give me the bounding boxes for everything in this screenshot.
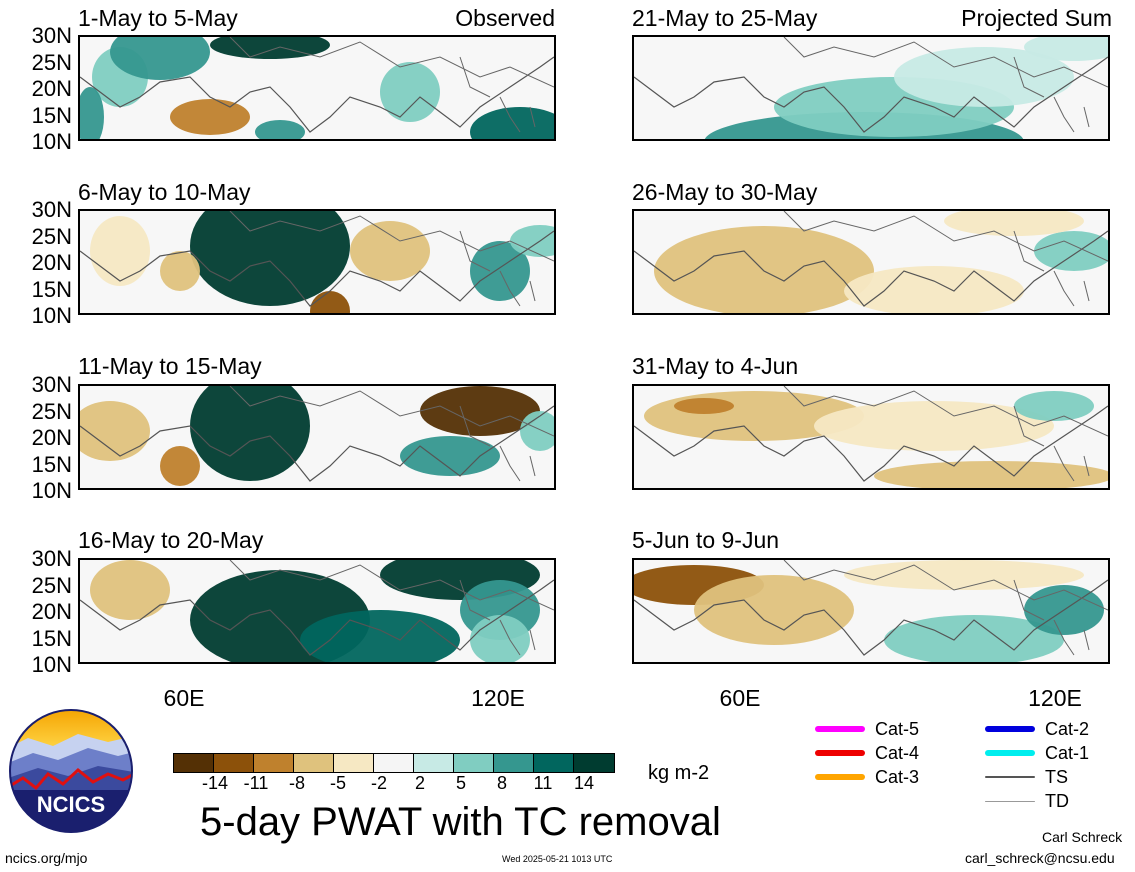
legend-item-cat-2: Cat-2 (985, 718, 1089, 740)
panel-title-7: 16-May to 20-May (78, 527, 264, 553)
colorbar-tick-label: 2 (414, 773, 425, 793)
lat-label: 20N (31, 76, 72, 101)
legend-label: Cat-1 (1045, 742, 1090, 763)
lat-label: 20N (31, 425, 72, 450)
lat-label: 20N (31, 250, 72, 275)
colorbar-tick-label: 14 (573, 773, 595, 793)
footer-url: ncics.org/mjo (5, 850, 88, 866)
colorbar-tick-label: -2 (370, 773, 387, 793)
lat-label: 20N (31, 599, 72, 624)
colorbar-tick-label: -5 (329, 773, 346, 793)
panel-title-6: 31-May to 4-Jun (632, 353, 799, 379)
lat-label: 25N (31, 572, 72, 598)
colorbar-swatch (414, 754, 454, 772)
lat-label: 25N (31, 223, 72, 249)
legend-line (815, 750, 865, 756)
legend-item-td: TD (985, 790, 1069, 812)
lat-label: 30N (31, 546, 72, 571)
panel-title-3: 6-May to 10-May (78, 179, 251, 205)
map-panel-3 (78, 209, 556, 315)
map-panel-2 (632, 35, 1110, 141)
lat-label: 30N (31, 372, 72, 397)
legend-line (815, 774, 865, 780)
lat-label: 10N (31, 129, 72, 154)
colorbar-swatch (174, 754, 214, 772)
lat-label: 30N (31, 197, 72, 222)
panel-title-2: 21-May to 25-May (632, 5, 818, 31)
lat-label: 25N (31, 49, 72, 75)
colorbar-swatch (574, 754, 614, 772)
map-panel-1 (78, 35, 556, 141)
panel-title-4: 26-May to 30-May (632, 179, 818, 205)
legend-line (985, 726, 1035, 732)
legend-label: Cat-5 (875, 718, 920, 739)
lat-label: 15N (31, 625, 72, 651)
colorbar-swatch (534, 754, 574, 772)
colorbar-swatch (254, 754, 294, 772)
legend-line (985, 800, 1035, 802)
figure-title: 5-day PWAT with TC removal (200, 800, 721, 844)
map-panel-5 (78, 384, 556, 490)
legend-item-cat-1: Cat-1 (985, 742, 1089, 764)
footer-timestamp: Wed 2025-05-21 1013 UTC (502, 854, 613, 864)
legend-line (985, 776, 1035, 778)
legend-label: Cat-4 (875, 742, 920, 763)
colorbar (173, 753, 615, 773)
colorbar-swatch (294, 754, 334, 772)
colorbar-swatch (214, 754, 254, 772)
panel-corner-label-1: Observed (455, 5, 555, 31)
logo-text: NCICS (37, 792, 105, 817)
lat-label: 15N (31, 102, 72, 128)
colorbar-swatch (334, 754, 374, 772)
lat-label: 10N (31, 478, 72, 503)
lat-label: 10N (31, 652, 72, 677)
colorbar-tick-label: 8 (496, 773, 507, 793)
legend-label: Cat-2 (1045, 718, 1090, 739)
legend-label: TS (1045, 766, 1069, 787)
lat-label: 15N (31, 276, 72, 302)
colorbar-tick-label: -11 (243, 773, 269, 793)
panel-title-1: 1-May to 5-May (78, 5, 238, 31)
legend-line (815, 726, 865, 732)
legend-item-cat-3: Cat-3 (815, 766, 919, 788)
colorbar-tick-label: -8 (288, 773, 305, 793)
colorbar-tick-label: -14 (201, 773, 228, 793)
legend-item-cat-4: Cat-4 (815, 742, 919, 764)
colorbar-swatch (454, 754, 494, 772)
panel-title-5: 11-May to 15-May (78, 353, 262, 379)
map-panel-6 (632, 384, 1110, 490)
lon-label-120e-right: 120E (1028, 685, 1082, 711)
colorbar-tick-label: 5 (455, 773, 466, 793)
panel-title-8: 5-Jun to 9-Jun (632, 527, 780, 553)
colorbar-swatch (494, 754, 534, 772)
lon-label-120e-left: 120E (471, 685, 525, 711)
legend-line (985, 750, 1035, 756)
lat-label: 10N (31, 303, 72, 328)
panel-corner-label-2: Projected Sum (961, 5, 1112, 31)
legend-item-cat-5: Cat-5 (815, 718, 919, 740)
legend-label: Cat-3 (875, 766, 920, 787)
map-panel-8 (632, 558, 1110, 664)
colorbar-tick-label: 11 (533, 773, 553, 793)
footer-email: carl_schreck@ncsu.edu (965, 850, 1115, 866)
lat-label: 30N (31, 23, 72, 48)
lat-label: 15N (31, 451, 72, 477)
map-panel-7 (78, 558, 556, 664)
lon-label-60e-right: 60E (719, 685, 761, 711)
map-panel-4 (632, 209, 1110, 315)
colorbar-swatch (374, 754, 414, 772)
ncics-logo: NCICS (8, 708, 134, 834)
legend-label: TD (1045, 790, 1069, 811)
colorbar-units: kg m-2 (648, 762, 710, 784)
footer-author: Carl Schreck (1042, 829, 1123, 845)
lon-label-60e-left: 60E (163, 685, 205, 711)
lat-label: 25N (31, 398, 72, 424)
legend-item-ts: TS (985, 766, 1068, 788)
